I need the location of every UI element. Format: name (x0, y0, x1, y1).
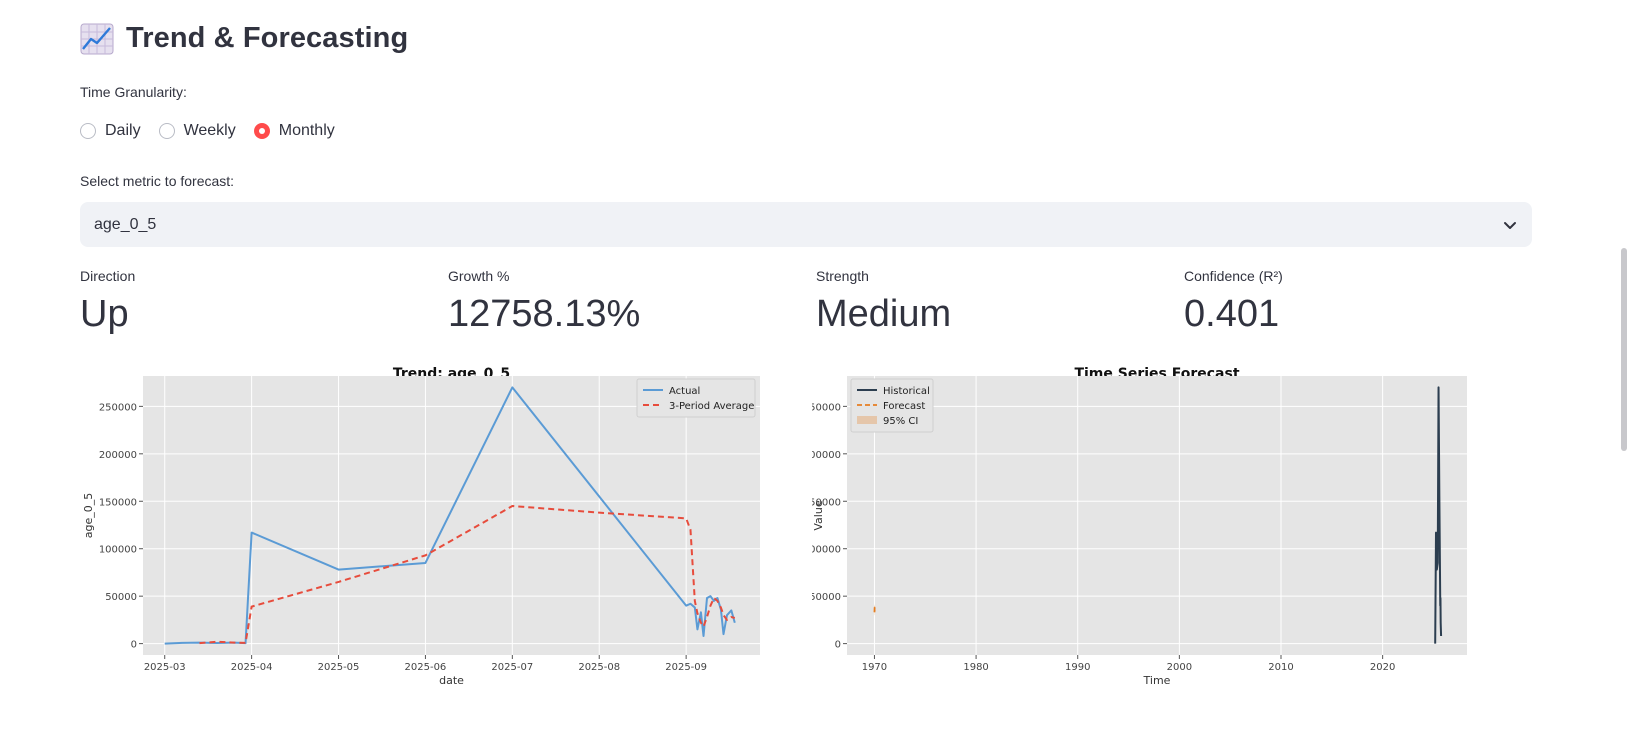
y-tick-label: 100000 (812, 545, 841, 556)
x-tick-label: 2025-06 (405, 662, 447, 673)
y-axis-label: Value (812, 500, 825, 530)
x-tick-label: 2025-07 (491, 662, 533, 673)
y-tick-label: 0 (131, 640, 137, 651)
y-tick-label: 150000 (99, 497, 137, 508)
page-header: Trend & Forecasting (80, 22, 408, 55)
radio-circle[interactable] (158, 123, 175, 139)
series-line (1434, 386, 1443, 644)
legend-box (636, 378, 756, 418)
metric-value: Medium (816, 293, 952, 335)
x-axis-label: Time (1143, 674, 1171, 687)
radio-circle-selected[interactable] (253, 123, 270, 139)
legend-label: Actual (669, 386, 700, 397)
y-tick-label: 50000 (105, 592, 137, 603)
granularity-label: Time Granularity: (80, 84, 187, 100)
x-tick-label: 1970 (862, 662, 887, 673)
trend-chart: Trend: age_0_505000010000015000020000025… (82, 366, 760, 687)
chart-increasing-icon (80, 23, 114, 54)
metric-value: Up (80, 293, 129, 335)
plot-area (847, 376, 1467, 655)
metric-confidence: Confidence (R²) 0.401 (1184, 268, 1283, 336)
metric-value: 12758.13% (448, 293, 641, 335)
forecast-chart: Time Series Forecast05000010000015000020… (812, 366, 1467, 687)
chevron-down-icon (1504, 221, 1516, 229)
radio-label: Weekly (183, 122, 236, 139)
x-tick-label: 2000 (1167, 662, 1192, 673)
y-tick-label: 0 (835, 640, 841, 651)
x-tick-label: 2025-04 (231, 662, 273, 673)
metric-label: Strength (816, 268, 869, 284)
legend-label: Historical (883, 386, 930, 397)
legend-label: 3-Period Average (669, 401, 754, 412)
x-tick-label: 2010 (1268, 662, 1293, 673)
legend-box (850, 378, 934, 433)
series-line (199, 505, 736, 645)
x-tick-label: 2025-05 (318, 662, 360, 673)
x-tick-label: 2025-03 (144, 662, 186, 673)
x-tick-label: 1980 (963, 662, 988, 673)
metric-strength: Strength Medium (816, 268, 951, 336)
legend-label: Forecast (883, 401, 925, 412)
legend-label: 95% CI (883, 416, 918, 427)
y-tick-label: 150000 (812, 497, 841, 508)
radio-label: Monthly (278, 122, 335, 139)
x-tick-label: 2025-08 (578, 662, 620, 673)
metric-label: Growth % (448, 268, 510, 284)
y-tick-label: 200000 (812, 450, 841, 461)
radio-label: Daily (105, 122, 141, 139)
metric-select-label: Select metric to forecast: (80, 173, 235, 189)
metric-label: Direction (80, 268, 136, 284)
metric-select[interactable]: age_0_5 (80, 202, 1532, 247)
radio-monthly[interactable]: Monthly (253, 122, 335, 140)
y-tick-label: 50000 (812, 592, 841, 603)
page-scrollbar[interactable] (1621, 248, 1627, 451)
legend-swatch (857, 416, 877, 424)
y-tick-label: 250000 (812, 402, 841, 413)
y-tick-label: 100000 (99, 545, 137, 556)
x-tick-label: 2025-09 (665, 662, 707, 673)
page-title: Trend & Forecasting (126, 22, 409, 54)
plot-area (143, 376, 760, 655)
y-axis-label: age_0_5 (82, 493, 95, 539)
granularity-radio-group: Daily Weekly Monthly (80, 122, 353, 140)
metric-direction: Direction Up (80, 268, 135, 336)
metric-value: 0.401 (1184, 293, 1280, 335)
x-tick-label: 1990 (1065, 662, 1090, 673)
metric-growth: Growth % 12758.13% (448, 268, 640, 336)
radio-circle[interactable] (80, 123, 96, 139)
x-axis-label: date (439, 674, 464, 687)
radio-weekly[interactable]: Weekly (158, 122, 236, 140)
radio-daily[interactable]: Daily (80, 122, 141, 140)
y-tick-label: 200000 (99, 450, 137, 461)
metric-select-value: age_0_5 (94, 215, 157, 233)
y-tick-label: 250000 (99, 402, 137, 413)
metric-label: Confidence (R²) (1184, 268, 1283, 284)
x-tick-label: 2020 (1370, 662, 1395, 673)
